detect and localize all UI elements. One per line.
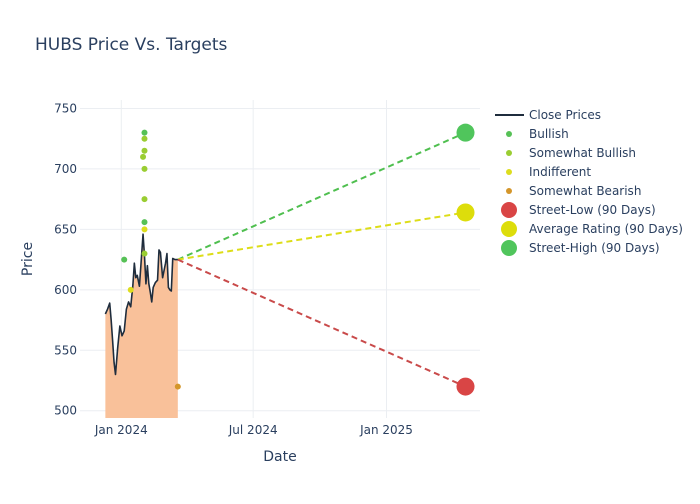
average-target-line — [177, 211, 466, 261]
y-tick-label: 600 — [54, 283, 77, 297]
rating-point-somewhat-bullish — [141, 165, 148, 172]
legend-item: Indifferent — [506, 165, 591, 179]
x-tick-label: Jan 2025 — [359, 423, 413, 437]
street-low-marker — [456, 377, 475, 396]
legend-dot-swatch — [506, 188, 512, 194]
legend-item: Average Rating (90 Days) — [501, 221, 683, 237]
x-tick-label: Jan 2024 — [94, 423, 148, 437]
y-tick-label: 650 — [54, 222, 77, 236]
rating-point-somewhat-bearish — [174, 383, 181, 390]
rating-point-bullish — [141, 219, 148, 226]
chart-title: HUBS Price Vs. Targets — [35, 35, 228, 55]
close-price-area — [105, 234, 178, 418]
target-markers — [456, 123, 475, 396]
legend-marker-swatch — [501, 240, 517, 256]
legend-dot-swatch — [506, 150, 512, 156]
analyst-rating-layer — [121, 129, 181, 390]
y-axis-title: Price — [20, 242, 36, 276]
x-tick-label: Jul 2024 — [228, 423, 278, 437]
legend-label: Somewhat Bullish — [529, 146, 636, 160]
close-price-line — [104, 233, 178, 376]
legend-label: Bullish — [529, 127, 569, 141]
legend-item: Street-Low (90 Days) — [501, 202, 656, 218]
legend-marker-swatch — [501, 221, 517, 237]
close-price-layer — [104, 233, 178, 376]
street-high-target-line — [177, 131, 466, 261]
legend-label: Average Rating (90 Days) — [529, 222, 683, 236]
rating-point-bullish — [141, 129, 148, 136]
rating-point-indifferent — [141, 226, 148, 233]
legend-label: Close Prices — [529, 108, 601, 122]
rating-point-indifferent — [127, 286, 134, 293]
y-tick-label: 750 — [54, 101, 77, 115]
area-layer — [105, 234, 178, 418]
rating-point-somewhat-bullish — [140, 153, 147, 160]
axis-ticks: 500 550 600 650 700 750 Jan 2024 Jul 2024 Jan 20… — [54, 101, 413, 437]
legend-label: Somewhat Bearish — [529, 184, 641, 198]
y-tick-label: 550 — [54, 343, 77, 357]
legend-marker-swatch — [501, 202, 517, 218]
legend-item: Street-High (90 Days) — [501, 240, 660, 256]
target-lines — [177, 131, 466, 388]
legend-item: Somewhat Bearish — [506, 184, 641, 198]
rating-point-somewhat-bullish — [141, 196, 148, 203]
rating-point-somewhat-bullish — [141, 147, 148, 154]
street-low-target-line — [177, 258, 466, 388]
legend-label: Indifferent — [529, 165, 591, 179]
average-marker — [456, 203, 475, 222]
x-axis-title: Date — [263, 449, 296, 465]
legend-item: Close Prices — [495, 108, 601, 122]
legend-label: Street-High (90 Days) — [529, 241, 660, 255]
legend-dot-swatch — [506, 131, 512, 137]
rating-point-somewhat-bullish — [141, 250, 148, 257]
street-high-marker — [456, 123, 475, 142]
legend-item: Somewhat Bullish — [506, 146, 636, 160]
y-tick-label: 700 — [54, 162, 77, 176]
legend-item: Bullish — [506, 127, 569, 141]
legend: Close Prices Bullish Somewhat Bullish Indif… — [495, 108, 683, 256]
y-tick-label: 500 — [54, 404, 77, 418]
legend-dot-swatch — [506, 169, 512, 175]
legend-label: Street-Low (90 Days) — [529, 203, 656, 217]
rating-point-somewhat-bullish — [141, 135, 148, 142]
rating-point-bullish — [121, 256, 128, 263]
